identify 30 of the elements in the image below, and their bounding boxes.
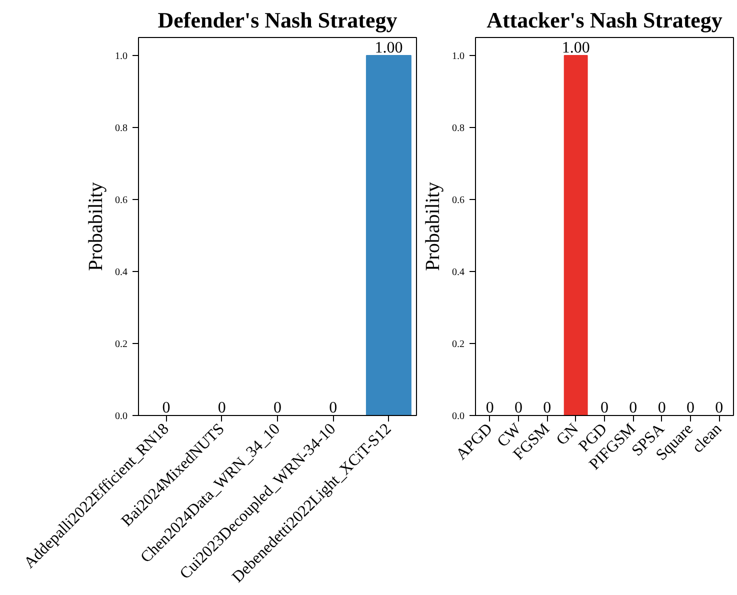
y-tick-label: 0.8	[452, 123, 464, 134]
data-label: 0	[600, 400, 608, 416]
data-label: 0	[715, 400, 724, 416]
data-label: 0	[658, 400, 666, 416]
data-label: 0	[218, 400, 226, 416]
data-label: 0	[514, 400, 522, 416]
data-label: 0	[486, 400, 494, 416]
data-label: 0	[629, 400, 638, 416]
chart-title: Defender's Nash Strategy	[158, 8, 398, 32]
data-label: 1.00	[562, 40, 590, 56]
y-tick-label: 0.4	[115, 267, 128, 278]
y-tick-label: 0.2	[115, 339, 128, 350]
y-tick-label: 0.0	[452, 411, 464, 422]
y-tick-label: 0.6	[452, 195, 464, 206]
data-label: 0	[162, 400, 170, 416]
chart-title: Attacker's Nash Strategy	[486, 8, 722, 32]
data-label: 0	[329, 400, 338, 416]
y-axis-title: Probability	[422, 182, 444, 271]
y-tick-label: 0.4	[452, 267, 464, 278]
data-label: 1.00	[374, 40, 403, 56]
y-tick-label: 1.0	[452, 51, 464, 62]
y-axis-title: Probability	[85, 182, 107, 271]
y-tick-label: 0.2	[452, 339, 464, 350]
data-label: 0	[543, 400, 552, 416]
y-tick-label: 0.0	[115, 411, 128, 422]
data-label: 0	[686, 400, 694, 416]
y-tick-label: 1.0	[115, 51, 128, 62]
y-tick-label: 0.6	[115, 195, 128, 206]
data-label: 0	[274, 400, 282, 416]
y-tick-label: 0.8	[115, 123, 128, 134]
